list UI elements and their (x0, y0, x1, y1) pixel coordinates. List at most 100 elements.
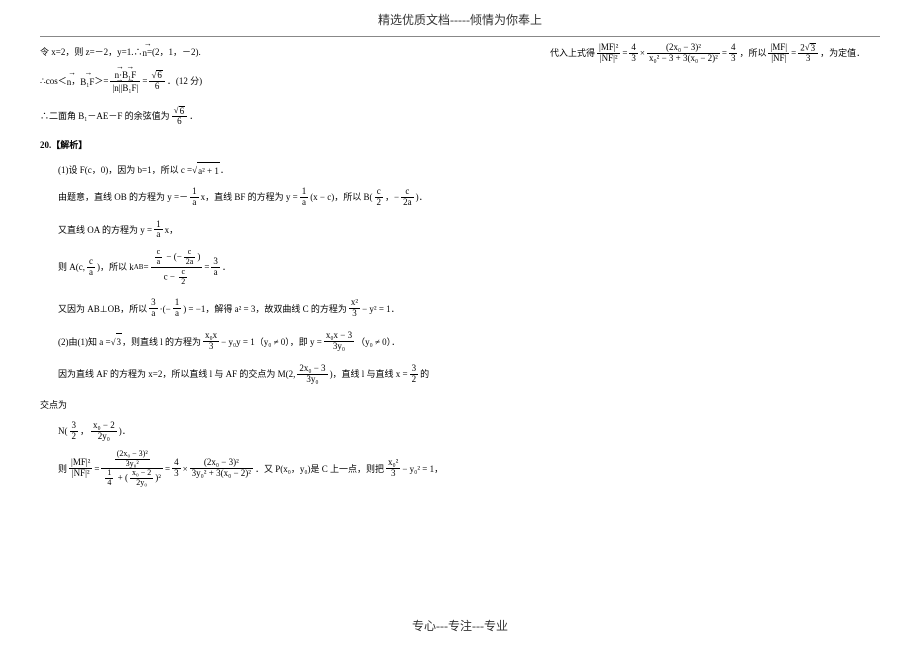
text: 因为直线 AF 的方程为 x=2，所以直线 l 与 AF 的交点为 M(2, (58, 366, 295, 382)
text: ∴cos＜ (40, 73, 67, 89)
text: 令 x=2，则 z=－2，y=1.∴ (40, 44, 142, 60)
s6: 6 (179, 106, 186, 117)
d: 2 (179, 278, 187, 287)
text: )． (416, 189, 428, 205)
text: 又直线 OA 的方程为 y = (58, 222, 152, 238)
vec-b1f: B₁F (80, 72, 94, 90)
d: a (211, 268, 220, 278)
q20-title: 20.【解析】 (40, 137, 520, 153)
p3: 又直线 OA 的方程为 y = 1a x， (40, 220, 520, 241)
text: )． (119, 423, 131, 439)
eq: = (142, 73, 147, 89)
d6: 6 (149, 82, 164, 92)
d: 3 (798, 54, 818, 64)
f-3a: 3a (211, 257, 220, 278)
text: (2)由(1)知 a = (58, 334, 111, 350)
eq: = (791, 45, 796, 61)
text: ． (220, 162, 229, 178)
n: c (401, 187, 414, 198)
d: 2a (401, 198, 414, 208)
d: 2a (184, 258, 196, 267)
text: − y₀y = 1（y₀ ≠ 0），即 y = (221, 334, 322, 350)
text: ． (222, 259, 231, 275)
d: a (173, 309, 182, 319)
f-1a: 1a (190, 187, 199, 208)
eq: = (722, 45, 727, 61)
text: ．(12 分) (167, 73, 202, 89)
text: (x − c)，所以 B( (310, 189, 372, 205)
page-header: 精选优质文档-----倾情为你奉上 (0, 0, 920, 36)
text: = (204, 259, 209, 275)
text: 代入上式得 (550, 45, 595, 61)
f-2s3: 233 (798, 43, 818, 65)
d: 3y₀ (324, 342, 354, 352)
d: 3 (629, 54, 638, 64)
s: 3 (810, 43, 817, 54)
line-2: ∴cos＜ n ， B₁F ＞= n·B₁F |n||B₁F| = 6 6 ．(… (40, 69, 520, 94)
text: )，所以 k (97, 259, 134, 275)
text: 则 (58, 461, 67, 477)
d: a (300, 198, 309, 208)
d: 3 (172, 469, 181, 479)
f-1a2: 1a (300, 187, 309, 208)
d: a (149, 309, 158, 319)
f-c2a: c2a (401, 187, 414, 208)
d: a (87, 268, 95, 278)
d: |NF| (768, 54, 789, 64)
d: 3y₀² + 3(x₀ − 2)² (190, 469, 253, 479)
text: ，− (385, 189, 399, 205)
f-ca: ca (87, 257, 95, 278)
p1: (1)设 F(c，0)，因为 b=1，所以 c = a² + 1 ． (40, 162, 520, 179)
d: a (154, 230, 163, 240)
text: ．又 P(x₀，y₀)是 C 上一点，则把 (255, 461, 384, 477)
page-footer: 专心---专注---专业 (0, 616, 920, 638)
f-32: 32 (410, 364, 419, 385)
frac-sqrt6-6: 6 6 (149, 70, 164, 92)
text: =(2，1，－2). (147, 44, 201, 60)
d: 3 (349, 309, 360, 319)
d: |NF|² (69, 469, 92, 479)
d: 2y₀ (130, 479, 153, 488)
f-43r: 43 (629, 43, 638, 64)
text: ·(− (160, 301, 171, 317)
right-column: 代入上式得 |MF|²|NF|² = 43 × (2x₀ − 3)²x₀² − … (540, 43, 880, 500)
eq: = (94, 461, 99, 477)
frac-dot: n·B₁F |n||B₁F| (110, 69, 140, 94)
text: N( (58, 423, 68, 439)
frac-sqrt6-6b: 6 6 (172, 106, 187, 128)
eq: = (622, 45, 627, 61)
eq: = (165, 461, 170, 477)
sb: a² + 1 (197, 162, 220, 179)
b1f: B₁F (122, 82, 136, 94)
text: − y² = 1． (362, 301, 400, 317)
text: ＞= (94, 73, 108, 89)
sub: AB (134, 261, 144, 274)
f-43r2: 43 (729, 43, 738, 64)
text: ∴二面角 B₁－AE－F 的余弦值为 (40, 108, 170, 124)
text: ，为定值． (820, 45, 865, 61)
p4: 则 A(c, ca )，所以 kAB = ca − (−c2a) c − c2 … (40, 248, 520, 286)
d: a (190, 198, 199, 208)
s6: 6 (156, 70, 163, 81)
text: 又因为 AB⊥OB，所以 (58, 301, 147, 317)
text: ，则直线 l 的方程为 (122, 334, 201, 350)
f-1a4: 1a (173, 298, 182, 319)
text: ，所以 (739, 45, 766, 61)
vec-n: n (67, 72, 72, 90)
d: |NF|² (597, 54, 620, 64)
d: 2 (375, 198, 384, 208)
d: 3 (729, 54, 738, 64)
d: x₀² − 3 + 3(x₀ − 2)² (647, 54, 720, 64)
d: 2y₀ (91, 432, 117, 442)
d: 3 (386, 469, 400, 479)
text: 则 A(c, (58, 259, 85, 275)
f-mfnf1: |MF||NF| (768, 43, 789, 64)
d: 3 (203, 342, 219, 352)
r1: 代入上式得 |MF|²|NF|² = 43 × (2x₀ − 3)²x₀² − … (550, 43, 880, 65)
d: 3y₀ (297, 375, 327, 385)
f-43: 43 (172, 458, 181, 479)
text: （y₀ ≠ 0）． (356, 334, 400, 350)
f-32b: 32 (70, 421, 79, 442)
f-x0x3: x₀x3 (203, 331, 219, 352)
f-kab: ca − (−c2a) c − c2 (151, 248, 203, 286)
